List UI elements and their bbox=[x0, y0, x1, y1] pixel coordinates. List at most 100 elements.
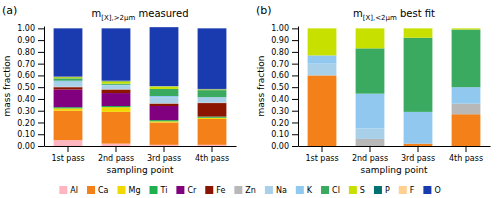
legend: AlCaMgTiCrFeZnNaKClSPFO bbox=[59, 186, 440, 195]
y-tick-label: 0.20 bbox=[17, 119, 35, 128]
bar-segment bbox=[308, 55, 337, 63]
legend-label: P bbox=[385, 186, 390, 195]
bar-segment bbox=[356, 28, 385, 48]
legend-swatch bbox=[374, 186, 382, 194]
y-tick: 0.00 bbox=[17, 142, 44, 151]
bar-segment bbox=[452, 87, 481, 103]
bar-segment bbox=[356, 128, 385, 139]
y-tick: 0.90 bbox=[17, 36, 44, 45]
y-axis-line bbox=[298, 27, 299, 147]
x-tick: 2nd pass bbox=[352, 146, 388, 163]
y-tick: 0.60 bbox=[271, 71, 298, 80]
bar-segment bbox=[54, 90, 83, 108]
legend-swatch bbox=[150, 186, 158, 194]
title-part: best fit bbox=[397, 8, 435, 19]
y-tick-mark bbox=[38, 146, 44, 147]
bar-segment bbox=[452, 114, 481, 146]
y-axis: 0.000.100.200.300.400.500.600.700.800.90… bbox=[17, 24, 44, 151]
legend-item: Ti bbox=[150, 186, 168, 195]
y-tick-mark bbox=[292, 146, 298, 147]
x-axis: 1st pass2nd pass3rd pass4th pass bbox=[299, 146, 491, 163]
legend-label: F bbox=[410, 186, 415, 195]
y-tick-mark bbox=[292, 87, 298, 88]
title-part: m bbox=[353, 8, 363, 19]
bar-segment bbox=[198, 89, 227, 91]
title-part: measured bbox=[135, 8, 188, 19]
y-tick-label: 0.30 bbox=[271, 107, 289, 116]
y-tick-mark bbox=[38, 134, 44, 135]
bar-segment bbox=[452, 30, 481, 88]
legend-item: Fe bbox=[205, 186, 225, 195]
bar-segment bbox=[404, 28, 433, 29]
x-tick-label: 3rd pass bbox=[147, 154, 181, 163]
bar-segment bbox=[452, 28, 481, 29]
x-tick-mark bbox=[164, 146, 165, 152]
title-subscript: [X],<2μm bbox=[363, 14, 397, 22]
y-tick-label: 1.00 bbox=[271, 24, 289, 33]
bar-segment bbox=[54, 140, 83, 146]
bar-segment bbox=[452, 28, 481, 29]
y-tick-mark bbox=[38, 75, 44, 76]
chart-title: m[X],>2μm measured bbox=[92, 8, 189, 22]
x-tick-mark bbox=[370, 146, 371, 152]
y-axis-line bbox=[44, 27, 45, 147]
bar-segment bbox=[198, 118, 227, 119]
x-tick-label: 2nd pass bbox=[98, 154, 134, 163]
y-tick-mark bbox=[292, 40, 298, 41]
bar-segment bbox=[452, 28, 481, 29]
x-tick-label: 4th pass bbox=[195, 154, 229, 163]
x-tick: 1st pass bbox=[305, 146, 338, 163]
x-tick: 3rd pass bbox=[147, 146, 181, 163]
bar-segment bbox=[150, 87, 179, 89]
y-tick: 0.00 bbox=[271, 142, 298, 151]
legend-label: Ca bbox=[98, 186, 109, 195]
y-tick: 0.30 bbox=[271, 107, 298, 116]
y-tick-mark bbox=[38, 87, 44, 88]
legend-item: Cr bbox=[176, 186, 197, 195]
y-tick: 0.50 bbox=[17, 83, 44, 92]
y-tick-mark bbox=[292, 99, 298, 100]
x-tick-mark bbox=[418, 146, 419, 152]
y-tick-mark bbox=[292, 122, 298, 123]
x-axis-title: sampling point bbox=[107, 165, 174, 175]
legend-item: S bbox=[349, 186, 365, 195]
bar-segment bbox=[356, 139, 385, 146]
bar-segment bbox=[308, 28, 337, 29]
y-tick-mark bbox=[292, 64, 298, 65]
legend-swatch bbox=[205, 186, 213, 194]
bars bbox=[54, 27, 227, 146]
legend-swatch bbox=[234, 186, 242, 194]
legend-item: P bbox=[374, 186, 390, 195]
bar-segment bbox=[404, 38, 433, 112]
bar-segment bbox=[404, 28, 433, 37]
bar-segment bbox=[356, 28, 385, 29]
bar-segment bbox=[150, 145, 179, 146]
series bbox=[54, 87, 227, 104]
x-tick: 4th pass bbox=[449, 146, 483, 163]
legend-swatch bbox=[87, 186, 95, 194]
bar-segment bbox=[308, 28, 337, 55]
legend-item: F bbox=[399, 186, 415, 195]
x-tick-mark bbox=[466, 146, 467, 152]
x-axis-title: sampling point bbox=[361, 165, 428, 175]
y-tick: 0.70 bbox=[17, 60, 44, 69]
panel-label: (b) bbox=[256, 4, 272, 17]
series bbox=[54, 27, 227, 89]
y-tick: 0.20 bbox=[17, 119, 44, 128]
bars bbox=[308, 28, 481, 146]
y-tick: 0.20 bbox=[271, 119, 298, 128]
y-tick-mark bbox=[38, 64, 44, 65]
y-tick-mark bbox=[292, 75, 298, 76]
panel: 0.000.100.200.300.400.500.600.700.800.90… bbox=[256, 4, 491, 175]
bar-segment bbox=[308, 75, 337, 146]
legend-label: O bbox=[434, 186, 440, 195]
y-axis-title: mass fraction bbox=[256, 55, 266, 116]
y-tick-mark bbox=[38, 40, 44, 41]
bar-segment bbox=[404, 112, 433, 144]
bar-segment bbox=[198, 119, 227, 145]
bar-segment bbox=[102, 107, 131, 112]
bar-segment bbox=[198, 28, 227, 89]
y-tick-label: 0.20 bbox=[271, 119, 289, 128]
bar-segment bbox=[102, 84, 131, 86]
bar-segment bbox=[404, 28, 433, 29]
